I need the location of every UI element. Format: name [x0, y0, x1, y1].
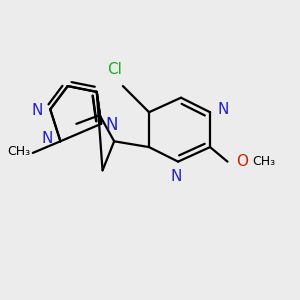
Text: O: O	[236, 154, 248, 169]
Text: N: N	[105, 116, 118, 134]
Text: CH₃: CH₃	[7, 145, 30, 158]
Text: N: N	[42, 131, 53, 146]
Text: N: N	[170, 169, 182, 184]
Text: N: N	[32, 103, 43, 118]
Text: CH₃: CH₃	[252, 155, 275, 168]
Text: Cl: Cl	[107, 62, 122, 77]
Text: N: N	[217, 102, 229, 117]
